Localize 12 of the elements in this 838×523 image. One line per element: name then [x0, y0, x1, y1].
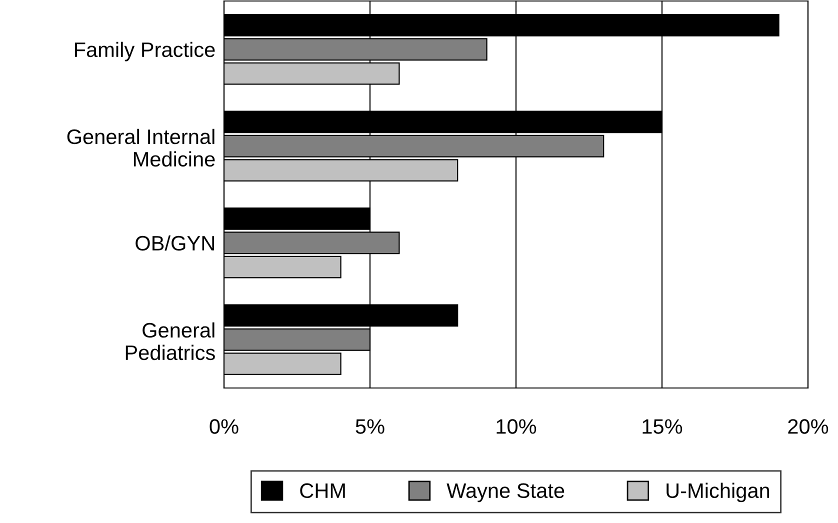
y-tick-label: Family Practice	[74, 42, 215, 62]
y-tick-label: General Internal Medicine	[67, 128, 215, 167]
x-tick-label: 0%	[210, 419, 238, 434]
y-tick-label: OB/GYN	[136, 235, 214, 251]
y-tick-label: General Pediatrics	[126, 322, 215, 360]
legend-label: U-Michigan	[666, 482, 770, 502]
x-tick-label: 10%	[496, 419, 536, 434]
legend-label: CHM	[300, 483, 345, 498]
legend-label: Wayne State	[446, 483, 564, 502]
x-tick-label: 20%	[788, 419, 828, 434]
x-tick-label: 15%	[642, 419, 682, 434]
x-tick-label: 5%	[356, 419, 384, 434]
